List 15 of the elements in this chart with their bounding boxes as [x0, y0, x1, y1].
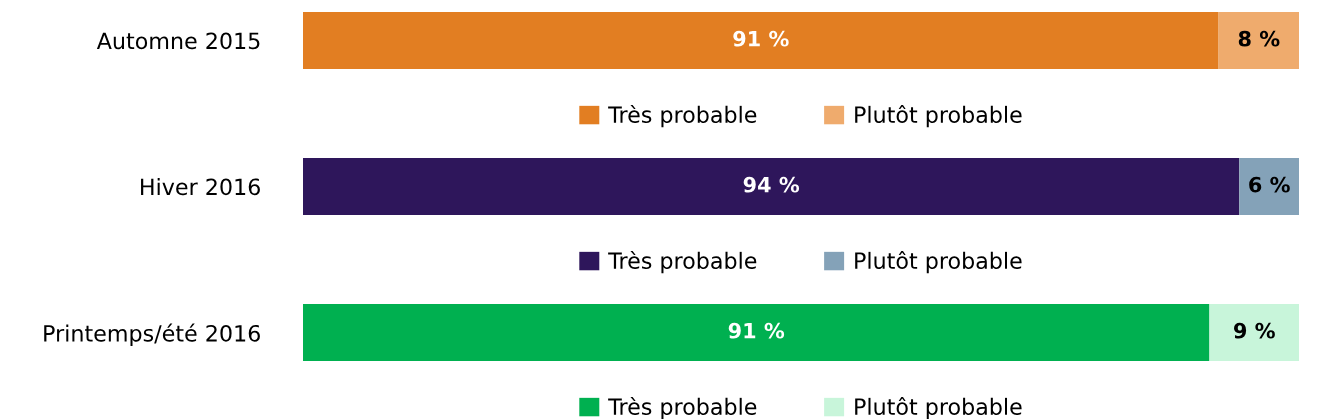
legend-label: Plutôt probable: [855, 104, 1022, 128]
data-label: 91 %: [728, 322, 785, 339]
y-tick-label: Printemps/été 2016: [44, 323, 260, 347]
y-tick-label: Hiver 2016: [141, 178, 260, 196]
legend-label: Très probable: [608, 250, 757, 274]
y-tick-label: Automne 2015: [96, 32, 260, 50]
legend-label: Très probable: [608, 396, 757, 419]
legend-label: Très probable: [608, 104, 757, 128]
legend-label: Plutôt probable: [855, 250, 1022, 274]
data-label: 8 %: [1238, 30, 1280, 47]
data-label: 9 %: [1234, 322, 1275, 339]
data-label: 91 %: [733, 30, 789, 47]
data-label: 94 %: [743, 176, 800, 193]
data-label: 6 %: [1249, 176, 1290, 193]
legend-label: Plutôt probable: [855, 396, 1022, 419]
